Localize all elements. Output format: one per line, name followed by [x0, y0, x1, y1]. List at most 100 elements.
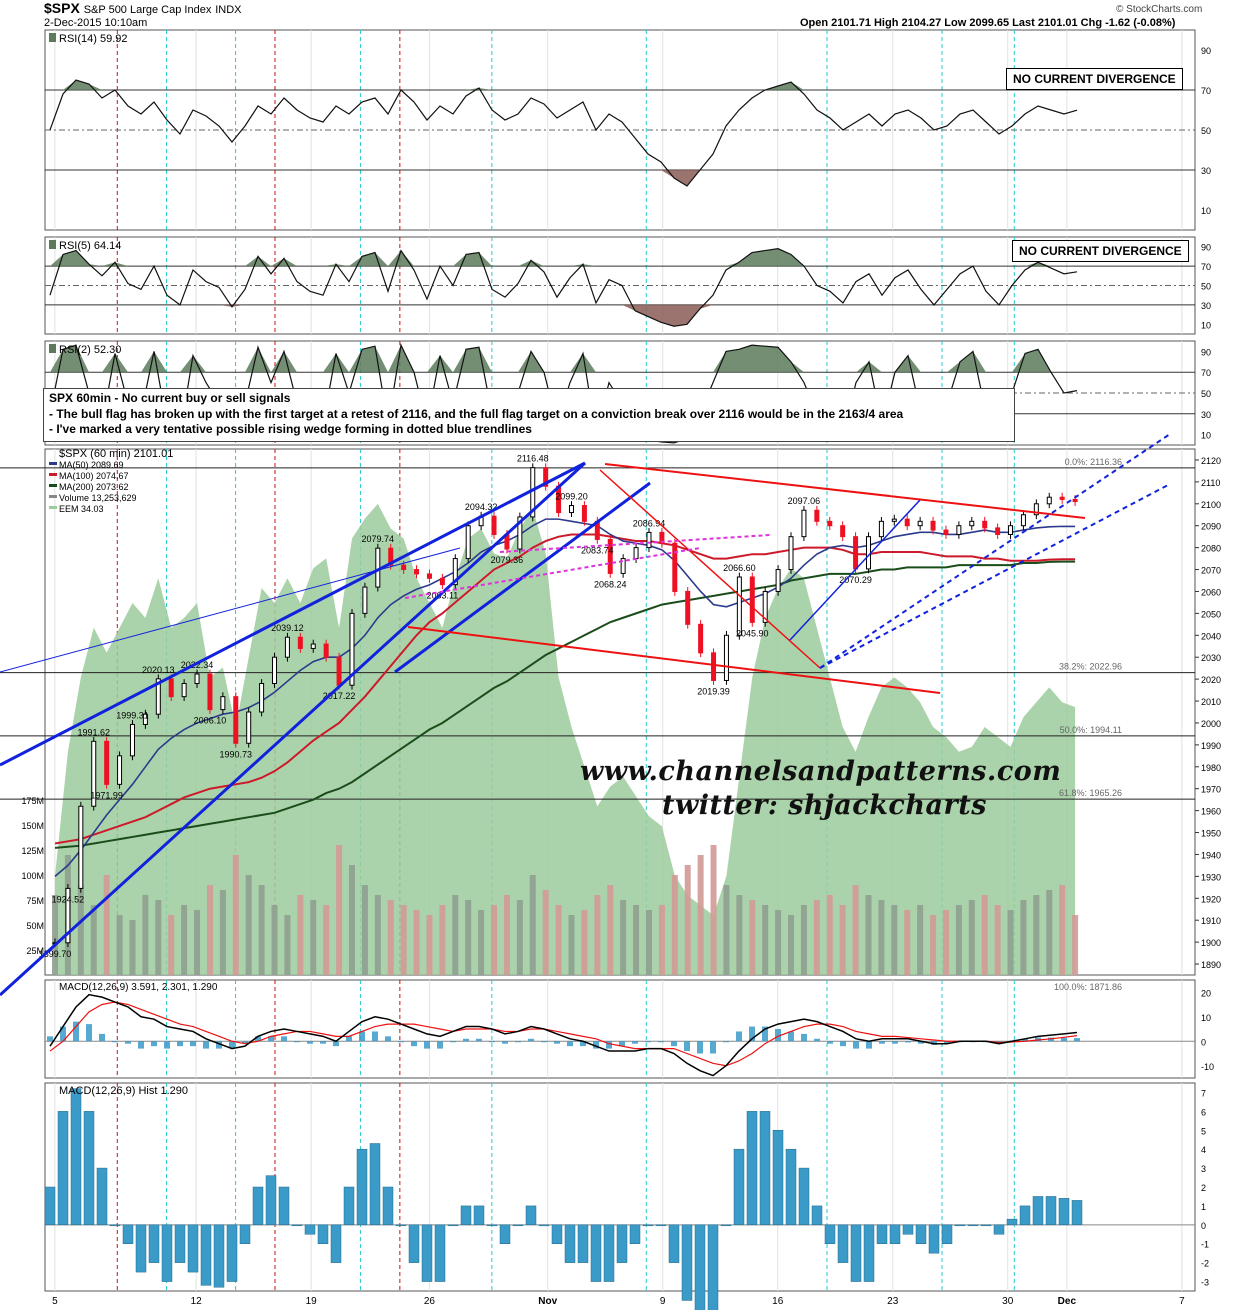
volume-bar-5 — [116, 915, 123, 975]
rsi2-overbought-fill-24 — [349, 349, 362, 373]
volume-bar-59 — [813, 900, 820, 975]
price-label-17: 2017.22 — [323, 691, 356, 701]
price-candle-73 — [995, 527, 1001, 535]
hist-bar-25 — [369, 1143, 381, 1226]
volume-bar-78 — [1059, 885, 1066, 975]
macd-hist-bar-38 — [541, 1041, 547, 1043]
volume-bar-71 — [968, 900, 975, 975]
macd-hist-bar-78 — [1061, 1037, 1067, 1042]
rsi5-overbought-fill-54 — [739, 252, 752, 267]
volume-bar-8 — [155, 900, 162, 975]
price-candle-50 — [698, 623, 704, 654]
macd-hist-bar-75 — [1022, 1038, 1028, 1042]
volume-bar-27 — [400, 905, 407, 975]
price-candle-63 — [865, 536, 871, 570]
hist-ytick-9: -2 — [1201, 1259, 1209, 1269]
volume-bar-65 — [891, 905, 898, 975]
macd-ytick-3: -10 — [1201, 1062, 1214, 1072]
price-label-20: 1991.62 — [77, 727, 110, 737]
watermark-url: www.channelsandpatterns.com — [580, 756, 1062, 787]
hist-bar-54 — [746, 1111, 758, 1226]
volume-bar-53 — [736, 895, 743, 975]
hist-bar-8 — [148, 1224, 160, 1263]
price-legend-swatch-3 — [49, 495, 57, 498]
price-ytick-18: 1940 — [1201, 850, 1221, 860]
price-candle-75 — [1020, 514, 1026, 527]
price-candle-21 — [323, 643, 329, 658]
hist-bar-31 — [447, 1224, 459, 1227]
volume-bar-16 — [258, 885, 265, 975]
hist-ytick-4: 3 — [1201, 1164, 1206, 1174]
volume-tick-5: 50M — [26, 921, 44, 931]
macd-hist-bar-67 — [918, 1041, 924, 1044]
macd-hist-bar-47 — [658, 1041, 664, 1043]
price-candle-46 — [646, 531, 652, 549]
macd-hist-bar-63 — [866, 1041, 872, 1049]
price-candle-55 — [762, 590, 768, 623]
price-candle-36 — [517, 516, 523, 550]
rsi5-oversold-fill-45 — [622, 304, 635, 311]
price-candle-52 — [723, 634, 729, 681]
price-candle-70 — [956, 525, 962, 535]
hist-bar-56 — [772, 1130, 784, 1226]
rsi2-overbought-fill-70 — [947, 361, 960, 373]
macd-hist-bar-51 — [710, 1041, 716, 1054]
rsi2-overbought-fill-56 — [765, 346, 778, 373]
macd-hist-bar-28 — [411, 1041, 417, 1047]
volume-bar-22 — [336, 845, 343, 975]
volume-bar-14 — [232, 855, 239, 975]
macd-hist-bar-62 — [853, 1041, 859, 1049]
rsi5-overbought-fill-55 — [752, 250, 765, 267]
volume-bar-28 — [413, 910, 420, 975]
rsi2-ytick-2: 50 — [1201, 389, 1211, 399]
macd-hist-bar-69 — [944, 1041, 950, 1044]
ma50-line — [54, 518, 1076, 877]
volume-bar-11 — [194, 910, 201, 975]
macd-hist-bar-61 — [840, 1041, 846, 1047]
volume-bar-58 — [800, 905, 807, 975]
hist-bar-19 — [291, 1224, 303, 1227]
rsi2-overbought-fill-71 — [960, 351, 973, 373]
hist-xlabel-6: 16 — [772, 1296, 784, 1307]
hist-bar-75 — [1019, 1205, 1031, 1226]
rsi14-ytick-0: 90 — [1201, 46, 1211, 56]
volume-bar-48 — [671, 875, 678, 975]
hist-bar-39 — [551, 1224, 563, 1244]
volume-bar-56 — [775, 910, 782, 975]
rsi5-overbought-fill-17 — [258, 256, 271, 267]
rsi14-title: RSI(14) 59.92 — [59, 33, 127, 45]
price-candle-68 — [930, 520, 936, 531]
hist-bar-65 — [889, 1224, 901, 1244]
macd-hist-bar-49 — [684, 1041, 690, 1052]
price-candle-65 — [891, 518, 897, 522]
macd-hist-bar-13 — [216, 1041, 222, 1049]
hist-bar-57 — [785, 1148, 797, 1226]
price-ytick-7: 2050 — [1201, 609, 1221, 619]
price-ytick-5: 2070 — [1201, 566, 1221, 576]
price-legend-swatch-4 — [49, 506, 57, 509]
hist-bar-22 — [330, 1224, 342, 1263]
price-label-12: 2045.90 — [736, 628, 769, 638]
volume-bar-63 — [865, 895, 872, 975]
rsi5-overbought-fill-37 — [518, 260, 531, 267]
volume-bar-51 — [710, 845, 717, 975]
price-candle-20 — [310, 643, 316, 649]
price-ytick-19: 1930 — [1201, 872, 1221, 882]
price-candle-34 — [491, 515, 497, 535]
price-candle-66 — [904, 518, 910, 527]
price-candle-78 — [1059, 496, 1065, 500]
volume-tick-3: 100M — [21, 871, 44, 881]
rsi2-overbought-fill-17 — [258, 347, 271, 373]
price-ytick-14: 1980 — [1201, 763, 1221, 773]
rsi2-overbought-fill-75 — [1012, 353, 1025, 373]
rsi5-ytick-1: 70 — [1201, 262, 1211, 272]
price-legend-4: EEM 34.03 — [59, 504, 104, 514]
rsi14-oversold-fill-48 — [661, 170, 674, 178]
price-ytick-3: 2090 — [1201, 522, 1221, 532]
volume-bar-55 — [762, 905, 769, 975]
macd-hist-bar-34 — [489, 1041, 495, 1043]
macd-hist-bar-23 — [346, 1036, 352, 1042]
fib-label-0: 0.0%: 2116.36 — [1065, 457, 1122, 467]
price-ytick-13: 1990 — [1201, 741, 1221, 751]
rsi5-overbought-fill-6 — [115, 262, 128, 267]
